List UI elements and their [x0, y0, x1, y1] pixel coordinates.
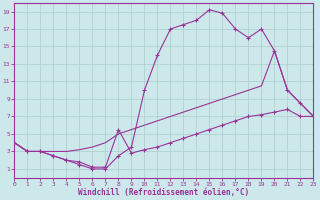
X-axis label: Windchill (Refroidissement éolien,°C): Windchill (Refroidissement éolien,°C)	[78, 188, 250, 197]
